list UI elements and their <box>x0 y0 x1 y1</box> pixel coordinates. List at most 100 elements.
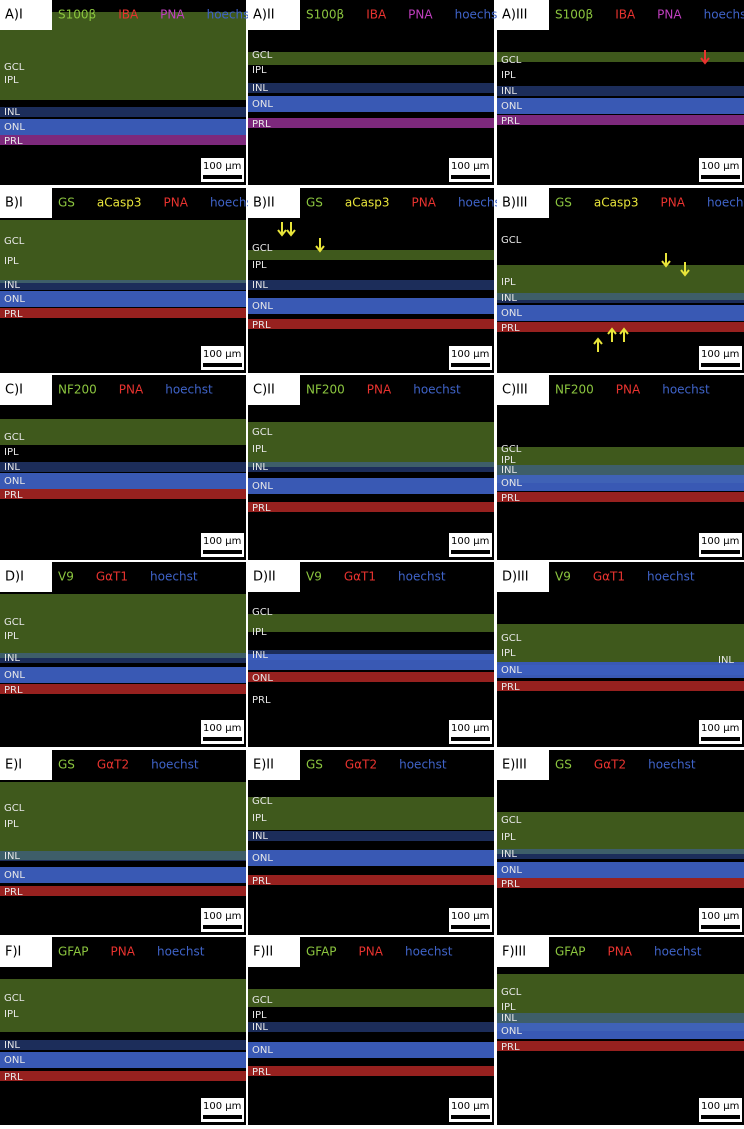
scale-bar-label: 100 µm <box>701 1101 739 1112</box>
panel-background <box>0 188 246 373</box>
layer-label: ONL <box>4 476 25 487</box>
stain-name: GαT2 <box>345 758 377 772</box>
layer-label: PRL <box>4 1072 23 1083</box>
panel-background <box>248 188 494 373</box>
layer-label: GCL <box>501 987 522 998</box>
red-prl <box>497 322 744 332</box>
layer-label: ONL <box>4 670 25 681</box>
label-box <box>497 375 549 405</box>
scale-bar <box>451 550 490 554</box>
layer-label: IPL <box>501 1002 516 1013</box>
stain-name: hoechst <box>157 945 205 959</box>
stain-name: GαT1 <box>593 570 625 584</box>
layer-label: INL <box>4 280 20 291</box>
green-signal <box>248 250 494 260</box>
layer-label: INL <box>4 462 20 473</box>
label-box <box>497 0 549 30</box>
scale-bar <box>701 550 740 554</box>
stain-name: IBA <box>615 8 636 22</box>
scale-bar <box>701 737 740 741</box>
scale-bar <box>203 175 242 179</box>
panel-background <box>0 562 246 747</box>
layer-label: GCL <box>252 427 273 438</box>
stain-name: PNA <box>608 945 633 959</box>
scale-bar-label: 100 µm <box>203 723 241 734</box>
layer-label: IPL <box>4 631 19 642</box>
layer-label: GCL <box>252 50 273 61</box>
green-signal <box>248 797 494 830</box>
layer-label: GCL <box>501 633 522 644</box>
stain-name: hoechst <box>662 383 710 397</box>
layer-label: IPL <box>4 256 19 267</box>
blue-onl <box>0 867 246 883</box>
green-signal <box>497 974 744 1031</box>
red-prl <box>497 1041 744 1051</box>
stain-name: GS <box>306 758 323 772</box>
stain-name: GS <box>58 196 75 210</box>
stain-name: hoechst <box>707 196 744 210</box>
panel-label: A)III <box>502 8 527 23</box>
stain-name: aCasp3 <box>345 196 390 210</box>
panel-label: D)II <box>253 570 276 585</box>
blue-onl <box>497 1023 744 1039</box>
blue-inl <box>0 1040 246 1050</box>
red-prl <box>0 684 246 694</box>
blue-inl <box>248 831 494 841</box>
layer-label: ONL <box>252 853 273 864</box>
panel: B)I GS aCasp3 PNA hoechst GCL IPL INL ONL PRL 100 … <box>0 188 258 373</box>
layer-label: IPL <box>4 75 19 86</box>
blue-onl <box>248 850 494 866</box>
layer-label: PRL <box>252 876 271 887</box>
scale-bar-label: 100 µm <box>203 161 241 172</box>
stain-name: S100β <box>306 8 344 22</box>
red-prl <box>0 1071 246 1081</box>
layer-label: GCL <box>252 796 273 807</box>
blue-onl <box>497 475 744 491</box>
panel: C)I NF200 PNA hoechst GCL IPL INL ONL PRL 100 µm <box>0 375 246 560</box>
layer-label: GCL <box>501 55 522 66</box>
layer-label: GCL <box>4 236 25 247</box>
panel: D)I V9 GαT1 hoechst GCL IPL INL ONL PRL 100 µm <box>0 562 246 747</box>
scale-bar <box>203 550 242 554</box>
stain-name: GαT2 <box>97 758 129 772</box>
layer-label: PRL <box>4 685 23 696</box>
stain-name: GFAP <box>555 945 586 959</box>
scale-bar-label: 100 µm <box>451 536 489 547</box>
stain-name: GαT1 <box>344 570 376 584</box>
layer-label: GCL <box>252 995 273 1006</box>
layer-label: IPL <box>252 1010 267 1021</box>
layer-label: PRL <box>501 682 520 693</box>
label-box <box>497 750 549 780</box>
panel-background <box>248 937 494 1125</box>
scale-bar <box>451 363 490 367</box>
stain-name: NF200 <box>306 383 345 397</box>
blue-inl <box>497 293 744 303</box>
scale-bar <box>701 925 740 929</box>
blue-onl <box>248 96 494 112</box>
stain-name: PNA <box>657 8 682 22</box>
red-prl <box>497 115 744 125</box>
green-signal <box>0 979 246 1032</box>
stain-name: S100β <box>555 8 593 22</box>
green-signal <box>497 624 744 662</box>
blue-inl <box>248 462 494 472</box>
layer-label: INL <box>4 653 20 664</box>
arrow <box>661 253 671 268</box>
label-box <box>0 937 52 967</box>
stain-name: GFAP <box>58 945 89 959</box>
panel-label: E)I <box>5 758 22 773</box>
red-prl <box>248 502 494 512</box>
layer-label: ONL <box>252 301 273 312</box>
layer-label: INL <box>501 465 517 476</box>
label-box <box>248 188 300 218</box>
label-box <box>0 188 52 218</box>
blue-inl <box>0 280 246 290</box>
panel-label: E)II <box>253 758 274 773</box>
blue-inl <box>497 86 744 96</box>
arrow <box>680 262 690 277</box>
blue-inl <box>248 1022 494 1032</box>
blue-onl <box>497 98 744 114</box>
